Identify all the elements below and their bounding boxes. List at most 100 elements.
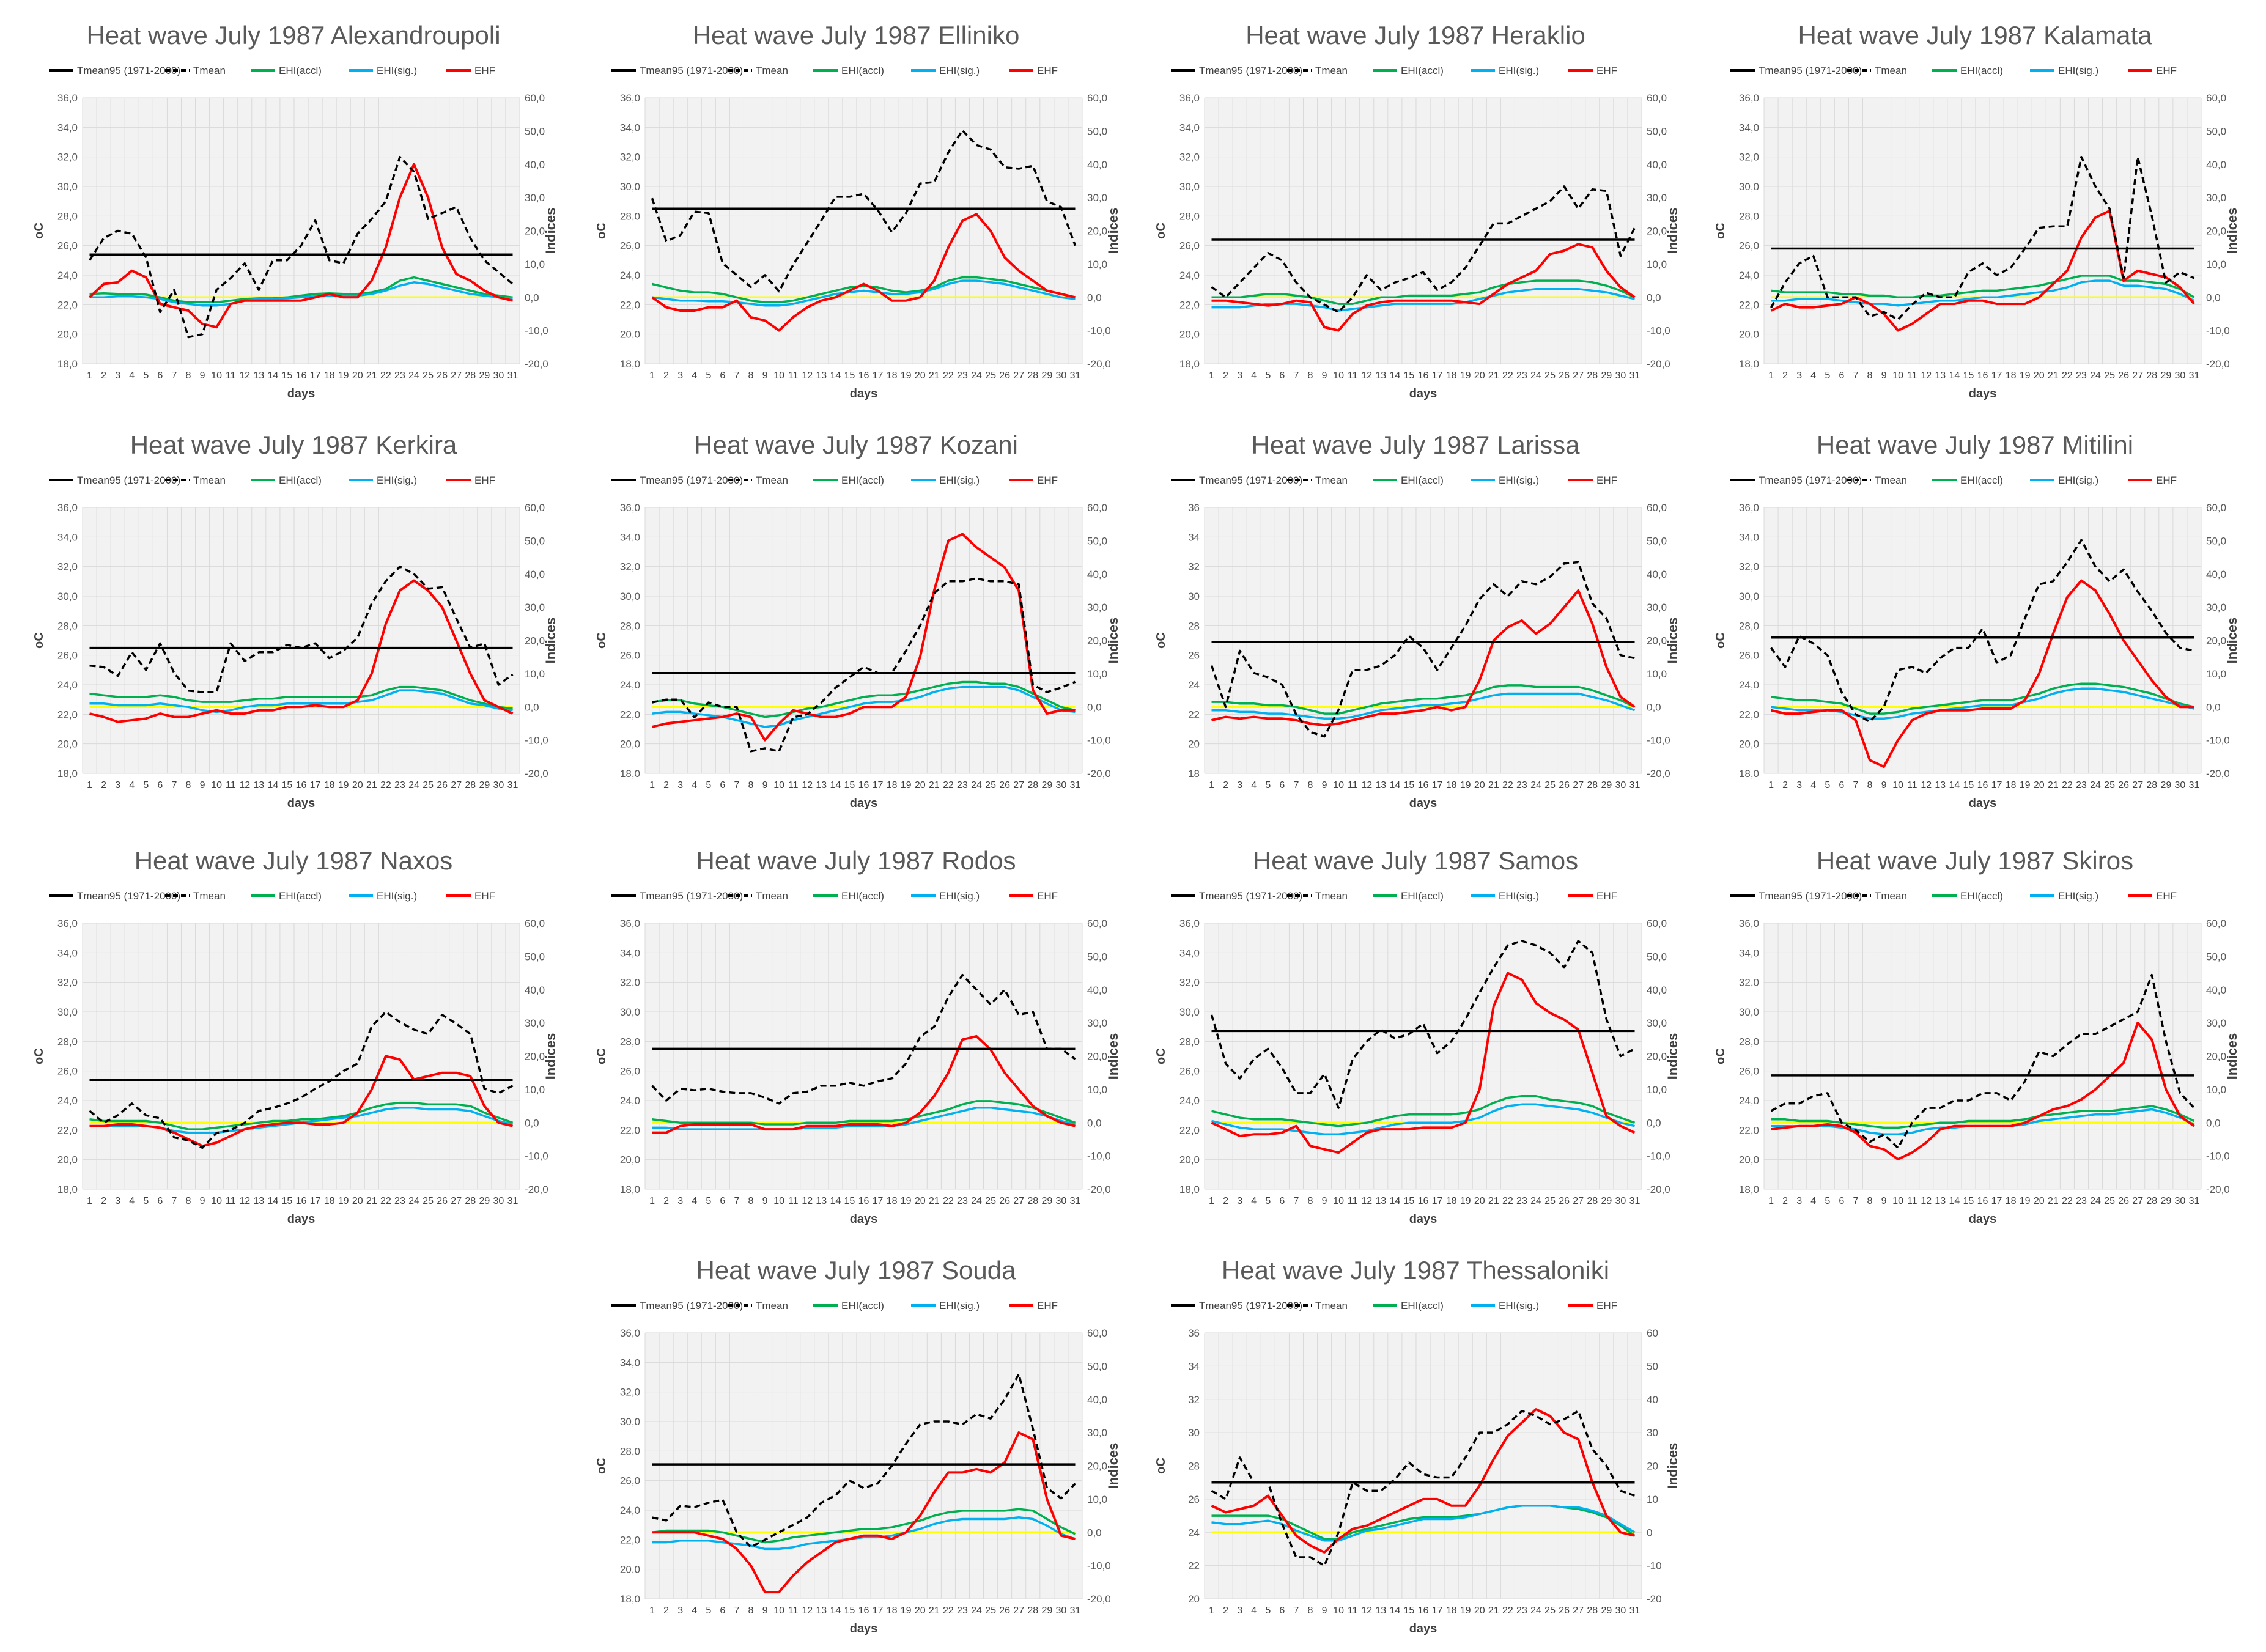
y-tick-label: 36,0	[620, 92, 640, 104]
x-tick-label: 10	[1892, 780, 1903, 791]
x-tick-label: 4	[692, 1196, 697, 1206]
x-tick-label: 2	[101, 1196, 106, 1206]
y2-tick-label: 20,0	[1647, 635, 1667, 647]
legend-label: EHI(sig.)	[1499, 65, 1539, 76]
legend-label: Tmean	[1875, 474, 1907, 486]
x-tick-label: 24	[1530, 371, 1541, 381]
legend-label: EHI(accl)	[1401, 65, 1444, 76]
x-tick-label: 12	[1361, 1196, 1372, 1206]
x-tick-label: 24	[2090, 1196, 2101, 1206]
plot-area	[1205, 507, 1642, 773]
x-tick-label: 23	[1516, 780, 1527, 791]
x-tick-label: 27	[2132, 1196, 2143, 1206]
y2-tick-label: 40,0	[1647, 159, 1667, 171]
y-axis-title: oC	[595, 632, 608, 649]
x-tick-label: 2	[1223, 1196, 1228, 1206]
x-tick-label: 8	[748, 1196, 754, 1206]
x-tick-label: 19	[1460, 371, 1471, 381]
x-tick-label: 30	[1615, 1196, 1626, 1206]
series-line	[1211, 1410, 1636, 1567]
x-tick-label: 31	[1629, 1606, 1640, 1616]
series-line	[652, 680, 1076, 718]
chart-svg: Heat wave July 1987 Rodos Tmean95 (1971-2…	[595, 846, 1121, 1226]
y2-tick-label: 30,0	[2206, 192, 2226, 204]
y-tick-label: 34,0	[620, 1357, 640, 1368]
y2-tick-label: 50,0	[525, 951, 545, 962]
legend-label: Tmean	[1315, 474, 1348, 486]
y2-tick-label: 20,0	[1647, 1051, 1667, 1063]
x-tick-label: 22	[1502, 1196, 1513, 1206]
legend-label: EHI(accl)	[841, 474, 884, 486]
y-axis-title: oC	[1154, 632, 1168, 649]
x-tick-label: 3	[1796, 1196, 1802, 1206]
plot-area	[1205, 98, 1642, 364]
x-tick-label: 14	[1389, 1196, 1400, 1206]
series-line	[1771, 687, 2194, 720]
x-tick-label: 3	[677, 1606, 683, 1616]
x-tick-label: 11	[226, 371, 236, 381]
series-line	[651, 973, 1076, 1105]
y-tick-label: 18,0	[1739, 768, 1759, 780]
x-tick-label: 24	[971, 371, 982, 381]
x-tick-label: 17	[873, 1196, 884, 1206]
x-tick-label: 13	[253, 780, 264, 791]
x-tick-label: 17	[1432, 371, 1443, 381]
y2-tick-label: -20,0	[1087, 1184, 1111, 1195]
x-tick-label: 2	[663, 371, 669, 381]
x-tick-label: 25	[985, 1196, 996, 1206]
x-tick-label: 3	[677, 1196, 683, 1206]
x-tick-label: 21	[1488, 1196, 1499, 1206]
series-line	[1211, 1408, 1635, 1554]
y-tick-label: 22,0	[620, 299, 640, 311]
y-tick-label: 18,0	[1179, 358, 1200, 370]
x-tick-label: 29	[2160, 371, 2171, 381]
x-tick-label: 25	[985, 371, 996, 381]
legend-label: Tmean95 (1971-2000)	[640, 890, 743, 902]
y2-tick-label: 10,0	[525, 259, 545, 270]
y2-tick-label: -10,0	[2206, 325, 2230, 337]
x-tick-label: 1	[1768, 371, 1774, 381]
x-axis-title: days	[287, 387, 316, 400]
x-tick-label: 18	[1446, 780, 1457, 791]
x-tick-label: 10	[773, 1606, 784, 1616]
y-tick-label: 34,0	[57, 531, 78, 543]
x-tick-label: 7	[171, 371, 177, 381]
x-tick-label: 26	[999, 1606, 1010, 1616]
x-axis-title: days	[1409, 387, 1437, 400]
y2-axis-title: Indices	[1665, 1033, 1680, 1080]
x-tick-label: 19	[1460, 1606, 1471, 1616]
chart-title: Heat wave July 1987 Kerkira	[130, 430, 457, 459]
legend-label: EHI(accl)	[841, 1300, 884, 1311]
legend-label: Tmean95 (1971-2000)	[77, 474, 180, 486]
x-tick-label: 10	[211, 371, 222, 381]
series-line	[89, 1055, 513, 1148]
y-tick-label: 26,0	[57, 240, 78, 252]
y-tick-label: 32,0	[57, 561, 78, 573]
y2-axis-title: Indices	[1665, 1443, 1680, 1489]
x-tick-label: 4	[1251, 780, 1257, 791]
x-tick-label: 12	[1921, 780, 1932, 791]
x-tick-label: 8	[186, 1196, 191, 1206]
y-tick-label: 36	[1188, 502, 1200, 514]
x-tick-label: 3	[1796, 371, 1802, 381]
x-axis-title: days	[287, 797, 316, 810]
y2-tick-label: 60,0	[525, 918, 545, 929]
y-tick-label: 34,0	[1179, 947, 1200, 959]
x-tick-label: 16	[296, 371, 307, 381]
x-tick-label: 6	[720, 371, 725, 381]
x-tick-label: 18	[2006, 1196, 2017, 1206]
y-tick-label: 32,0	[1739, 152, 1759, 163]
y2-tick-label: 0,0	[1647, 701, 1661, 713]
legend-label: Tmean95 (1971-2000)	[1199, 65, 1302, 76]
x-tick-label: 24	[408, 1196, 419, 1206]
y2-tick-label: 30,0	[525, 1017, 545, 1029]
x-tick-label: 6	[1839, 780, 1844, 791]
y-tick-label: 18,0	[620, 1593, 640, 1605]
x-tick-label: 22	[380, 1196, 391, 1206]
x-tick-label: 26	[999, 371, 1010, 381]
x-tick-label: 7	[1293, 780, 1299, 791]
x-tick-label: 4	[1810, 780, 1816, 791]
x-tick-label: 31	[1070, 1196, 1081, 1206]
y2-tick-label: 10,0	[1647, 259, 1667, 270]
y-tick-label: 22,0	[57, 299, 78, 311]
